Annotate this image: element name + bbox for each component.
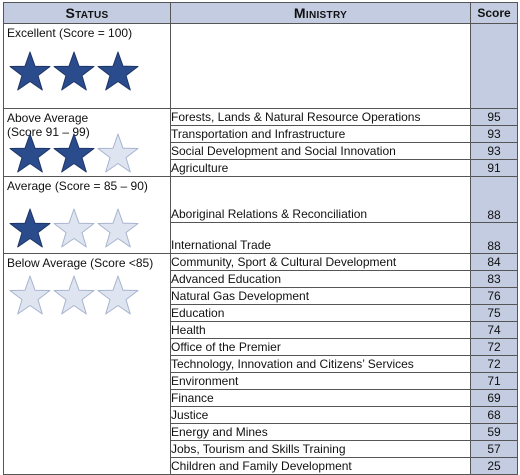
filled-star-icon xyxy=(9,133,51,173)
score-value: 25 xyxy=(470,457,518,475)
ministry-header: Ministry xyxy=(170,2,471,24)
star-rating xyxy=(8,130,140,174)
empty-star-icon xyxy=(97,208,139,248)
stars-svg xyxy=(9,51,139,91)
table-row: Transportation and Infrastructure 93 xyxy=(4,125,518,143)
status-cell-average: Average (Score = 85 – 90) xyxy=(3,176,171,254)
table-row: Social Development and Social Innovation… xyxy=(4,142,518,160)
empty-star-icon xyxy=(53,208,95,248)
status-cell-below-average: Below Average (Score <85) xyxy=(3,253,171,475)
empty-star-icon xyxy=(97,275,139,315)
ministry-name: Office of the Premier xyxy=(170,338,471,356)
table-row: Justice 68 xyxy=(4,406,518,424)
score-value: 93 xyxy=(470,142,518,160)
score-value: 93 xyxy=(470,125,518,143)
score-value: 91 xyxy=(470,159,518,177)
ministry-name: Energy and Mines xyxy=(170,423,471,441)
score-value: 57 xyxy=(470,440,518,458)
table-row: Below Average (Score <85) Community, Spo… xyxy=(3,253,518,475)
score-value: 88 xyxy=(470,222,518,254)
score-value: 71 xyxy=(470,372,518,390)
filled-star-icon xyxy=(9,208,51,248)
ministry-cell-empty xyxy=(170,23,471,109)
status-label: Average (Score = 85 – 90) xyxy=(7,179,148,193)
ministry-name: Finance xyxy=(170,389,471,407)
ministry-name: Forests, Lands & Natural Resource Operat… xyxy=(170,108,471,126)
stars-svg xyxy=(9,208,139,248)
ministry-name: Technology, Innovation and Citizens’ Ser… xyxy=(170,355,471,373)
status-cell-above-average: Above Average (Score 91 – 99) xyxy=(3,108,171,177)
score-value: 95 xyxy=(470,108,518,126)
filled-star-icon xyxy=(53,51,95,91)
score-header: Score xyxy=(470,2,518,24)
ministry-score-table: Status Ministry Score Excellent (Score =… xyxy=(3,2,518,475)
star-rating xyxy=(8,205,140,249)
score-value: 69 xyxy=(470,389,518,407)
status-header: Status xyxy=(3,2,171,24)
ministry-name: Social Development and Social Innovation xyxy=(170,142,471,160)
score-value: 68 xyxy=(470,406,518,424)
ministry-name: Education xyxy=(170,304,471,322)
table-row: Excellent (Score = 100) xyxy=(3,23,518,109)
empty-star-icon xyxy=(9,275,51,315)
stars-svg xyxy=(9,275,139,315)
table-row: Average (Score = 85 – 90) Aboriginal Rel… xyxy=(3,176,518,254)
star-rating xyxy=(8,48,140,92)
ministry-name: International Trade xyxy=(170,222,471,254)
score-value: 75 xyxy=(470,304,518,322)
score-value: 59 xyxy=(470,423,518,441)
table-row: Technology, Innovation and Citizens’ Ser… xyxy=(4,355,518,373)
empty-star-icon xyxy=(97,133,139,173)
status-label: Excellent (Score = 100) xyxy=(7,26,133,40)
star-rating xyxy=(8,272,140,316)
status-cell-excellent: Excellent (Score = 100) xyxy=(3,23,171,109)
table-row: Office of the Premier 72 xyxy=(4,338,518,356)
status-label: Above Average (Score 91 – 99) xyxy=(7,111,90,139)
ministry-name: Environment xyxy=(170,372,471,390)
ministry-name: Jobs, Tourism and Skills Training xyxy=(170,440,471,458)
ministry-name: Health xyxy=(170,321,471,339)
table-row: International Trade 88 xyxy=(4,222,518,254)
empty-star-icon xyxy=(53,275,95,315)
table-row: Natural Gas Development 76 xyxy=(4,287,518,305)
score-value: 74 xyxy=(470,321,518,339)
score-value: 72 xyxy=(470,355,518,373)
score-value: 83 xyxy=(470,270,518,288)
filled-star-icon xyxy=(9,51,51,91)
score-value: 84 xyxy=(470,253,518,271)
ministry-score-table-figure: Status Ministry Score Excellent (Score =… xyxy=(3,2,518,475)
filled-star-icon xyxy=(53,133,95,173)
score-value: 72 xyxy=(470,338,518,356)
ministry-name: Natural Gas Development xyxy=(170,287,471,305)
score-value: 76 xyxy=(470,287,518,305)
ministry-name: Justice xyxy=(170,406,471,424)
ministry-name: Children and Family Development xyxy=(170,457,471,475)
ministry-name: Transportation and Infrastructure xyxy=(170,125,471,143)
ministry-name: Community, Sport & Cultural Development xyxy=(170,253,471,271)
ministry-name: Agriculture xyxy=(170,159,471,177)
table-row: Jobs, Tourism and Skills Training 57 xyxy=(4,440,518,458)
score-cell-empty xyxy=(470,23,518,109)
score-value: 88 xyxy=(470,176,518,223)
header-row: Status Ministry Score xyxy=(3,2,518,24)
filled-star-icon xyxy=(97,51,139,91)
table-row: Advanced Education 83 xyxy=(4,270,518,288)
ministry-name: Advanced Education xyxy=(170,270,471,288)
status-label: Below Average (Score <85) xyxy=(7,256,154,270)
table-row: Above Average (Score 91 – 99) Forests, L… xyxy=(3,108,518,177)
ministry-name: Aboriginal Relations & Reconciliation xyxy=(170,176,471,223)
table-row: Education 75 xyxy=(4,304,518,322)
stars-svg xyxy=(9,133,139,173)
